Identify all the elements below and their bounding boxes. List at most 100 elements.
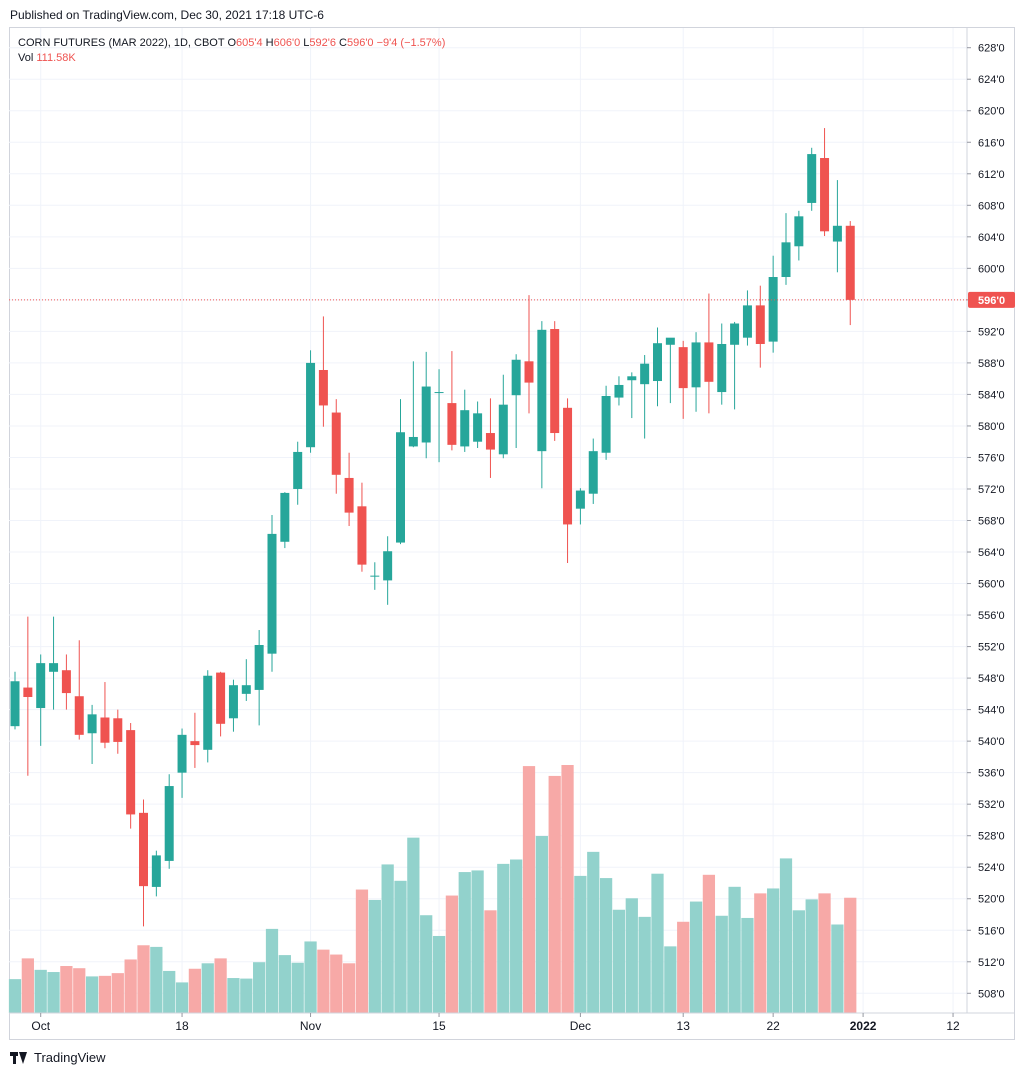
candle-body (640, 363, 650, 385)
volume-bar (304, 941, 317, 1013)
chart-legend: CORN FUTURES (MAR 2022), 1D, CBOT O605'4… (18, 36, 445, 66)
candle-body (781, 242, 791, 278)
volume-bar (599, 878, 613, 1013)
candle-body (36, 663, 46, 709)
volume-bar (484, 910, 497, 1013)
x-tick-label: 18 (175, 1019, 189, 1033)
y-tick-label: 552'0 (978, 642, 1005, 654)
volume-bar (818, 893, 831, 1013)
candle-body (691, 342, 701, 388)
volume-bar (227, 978, 240, 1013)
candle-body (100, 717, 110, 743)
y-tick-label: 608'0 (978, 200, 1005, 212)
volume-bar (445, 895, 459, 1013)
x-tick-label: 13 (677, 1019, 691, 1033)
y-tick-label: 604'0 (978, 232, 1005, 244)
y-tick-label: 592'0 (978, 326, 1005, 338)
candle-body (460, 410, 470, 447)
volume-bar (60, 966, 73, 1013)
volume-bar (805, 899, 818, 1013)
candle-body (473, 413, 483, 442)
volume-bar (625, 898, 638, 1013)
candle-body (704, 342, 714, 382)
candle-body (665, 337, 675, 345)
candle-body (511, 359, 521, 396)
candle-body (113, 718, 123, 742)
open-label: O (227, 37, 237, 49)
candle-body (383, 551, 393, 581)
candle-body (768, 277, 778, 342)
candle-body (177, 734, 187, 773)
volume-bar (34, 969, 47, 1013)
candle-body (357, 506, 367, 565)
last-price-line: 596'0 (9, 291, 1015, 308)
candle-body (23, 687, 33, 698)
last-price-label: 596'0 (978, 295, 1005, 307)
volume-bar (767, 888, 780, 1013)
candle-body (678, 347, 688, 389)
volume-bar (728, 886, 741, 1013)
candle-body (306, 362, 316, 448)
candle-body (396, 432, 405, 543)
price-candles (10, 128, 855, 927)
volume-bar (163, 970, 176, 1013)
candle-body (524, 361, 534, 383)
y-tick-label: 548'0 (978, 673, 1005, 685)
candle-body (49, 663, 59, 672)
x-tick-label: 2022 (850, 1019, 877, 1033)
volume-bars (8, 765, 857, 1013)
candle-body (755, 305, 765, 344)
candle-body (627, 376, 637, 381)
x-tick-label: Oct (31, 1019, 50, 1033)
volume-bar (394, 880, 407, 1013)
volume-bar (201, 963, 214, 1013)
x-tick-label: 22 (766, 1019, 780, 1033)
volume-bar (150, 946, 163, 1013)
candle-body (601, 395, 611, 453)
volume-bar (240, 978, 253, 1013)
volume-bar (677, 921, 690, 1013)
y-tick-label: 628'0 (978, 43, 1005, 55)
x-tick-label: 15 (432, 1019, 446, 1033)
volume-bar (638, 916, 651, 1013)
y-tick-label: 568'0 (978, 516, 1005, 528)
volume-bar (741, 917, 754, 1013)
candle-body (331, 412, 341, 475)
volume-bar (612, 909, 626, 1013)
volume-bar (368, 899, 381, 1013)
volume-bar (291, 962, 304, 1013)
volume-bar (137, 945, 150, 1013)
volume-bar (561, 765, 574, 1013)
y-tick-label: 584'0 (978, 389, 1005, 401)
y-tick-label: 616'0 (978, 137, 1005, 149)
volume-bar (253, 962, 266, 1013)
y-tick-label: 564'0 (978, 547, 1005, 559)
volume-bar (98, 975, 112, 1013)
chart-frame[interactable] (9, 27, 1015, 1040)
volume-bar (831, 924, 844, 1013)
volume-bar (8, 979, 22, 1013)
candle-body (408, 436, 418, 447)
y-tick-label: 588'0 (978, 358, 1005, 370)
high-label: H (265, 37, 274, 49)
candle-body (498, 404, 508, 455)
candle-body (794, 216, 804, 247)
candle-body (151, 855, 161, 887)
volume-bar (574, 875, 587, 1013)
volume-bar (342, 963, 356, 1013)
volume-bar (715, 915, 728, 1013)
candle-body (344, 477, 354, 513)
candle-body (241, 685, 251, 694)
candle-body (74, 696, 84, 735)
candle-body (537, 329, 547, 452)
volume-bar (317, 949, 330, 1013)
volume-bar (214, 958, 227, 1013)
y-tick-label: 516'0 (978, 925, 1005, 937)
close-value: 596'0 (346, 37, 374, 49)
brand-name: TradingView (34, 1050, 106, 1065)
volume-bar (651, 873, 664, 1013)
y-tick-label: 624'0 (978, 74, 1005, 86)
x-tick-label: Dec (570, 1019, 591, 1033)
candle-body (563, 407, 573, 525)
